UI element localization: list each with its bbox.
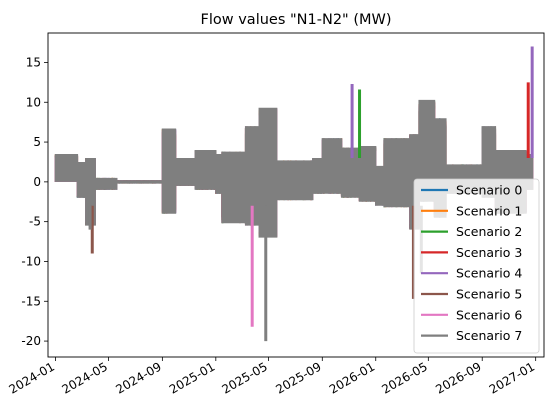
legend-item: Scenario 2 <box>421 224 522 239</box>
legend-label: Scenario 7 <box>456 328 522 343</box>
y-tick-label: -5 <box>29 215 41 229</box>
legend-item: Scenario 1 <box>421 203 522 218</box>
y-tick-label: 10 <box>26 95 41 109</box>
y-tick-label: 5 <box>33 135 41 149</box>
y-axis: -20 -15 -10 -5 0 5 10 15 <box>21 55 48 348</box>
legend-label: Scenario 6 <box>456 307 522 322</box>
legend-item: Scenario 7 <box>421 328 522 343</box>
chart-title: Flow values "N1-N2" (MW) <box>201 12 392 28</box>
legend-label: Scenario 1 <box>456 203 522 218</box>
legend: Scenario 0 Scenario 1 Scenario 2 Scenario 3… <box>413 178 540 354</box>
y-tick-label: 15 <box>26 55 41 69</box>
legend-label: Scenario 2 <box>456 224 522 239</box>
axes-frame <box>47 32 545 358</box>
legend-item: Scenario 6 <box>421 307 522 322</box>
legend-item: Scenario 4 <box>421 266 522 281</box>
legend-label: Scenario 4 <box>456 266 522 281</box>
y-tick-label: -10 <box>21 254 41 268</box>
legend-item: Scenario 3 <box>421 245 522 260</box>
legend-label: Scenario 5 <box>456 287 522 302</box>
legend-label: Scenario 0 <box>456 183 522 198</box>
legend-box <box>413 178 540 354</box>
y-tick-label: -20 <box>21 334 41 348</box>
plot-area <box>54 46 534 342</box>
legend-label: Scenario 3 <box>456 245 522 260</box>
legend-item: Scenario 0 <box>421 183 522 198</box>
legend-item: Scenario 5 <box>421 287 522 302</box>
y-tick-label: -15 <box>21 294 41 308</box>
y-tick-label: 0 <box>33 175 41 189</box>
